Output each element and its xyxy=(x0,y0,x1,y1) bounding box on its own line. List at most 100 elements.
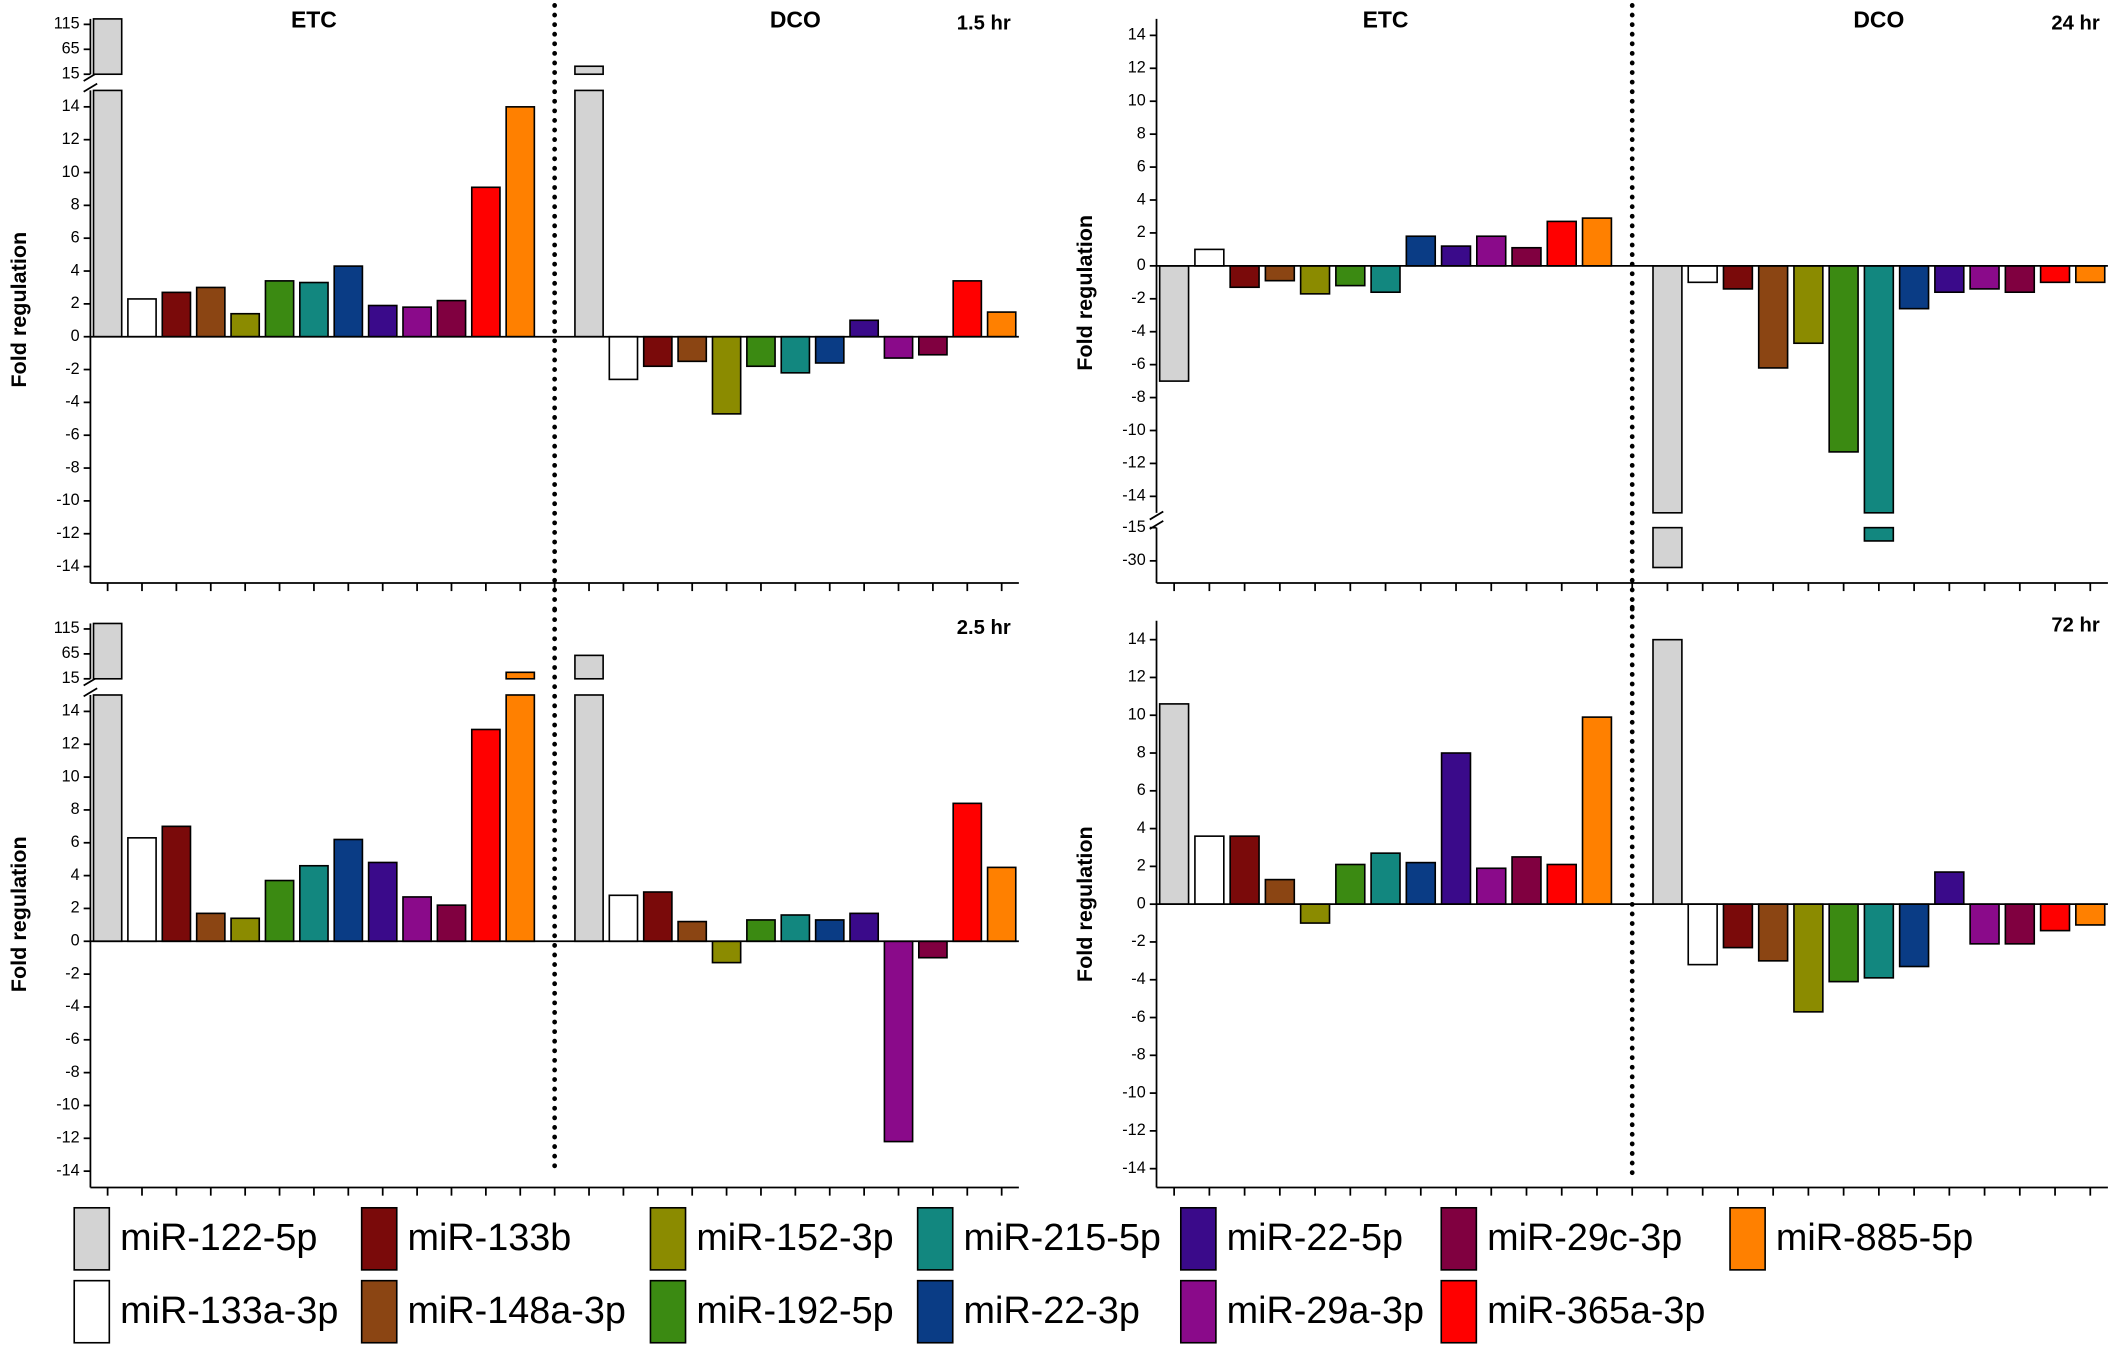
bar xyxy=(1969,265,2000,290)
axis-break xyxy=(1149,510,1164,521)
bar xyxy=(608,335,639,381)
y-tick-label: 14 xyxy=(1128,26,1146,44)
bar xyxy=(780,335,811,374)
bar xyxy=(677,920,708,943)
bar xyxy=(952,802,983,943)
y-tick-label: -2 xyxy=(65,360,79,378)
y-tick-label: 115 xyxy=(54,619,80,637)
y-tick-label: 4 xyxy=(1137,190,1146,208)
bar xyxy=(1405,861,1437,905)
y-tick-label: 10 xyxy=(1128,706,1146,724)
bar xyxy=(1158,703,1190,905)
y-tick-label: 6 xyxy=(71,833,80,851)
y-tick-label: 65 xyxy=(62,40,80,58)
bar xyxy=(195,286,226,338)
group-label: DCO xyxy=(1853,7,1904,33)
bar xyxy=(1828,903,1859,983)
bar xyxy=(2039,903,2071,932)
bar xyxy=(574,89,604,338)
bar xyxy=(1757,265,1789,369)
y-tick-label: 0 xyxy=(1137,256,1146,274)
bar xyxy=(127,837,157,943)
y-tick-label: 10 xyxy=(62,163,80,181)
bar xyxy=(1898,903,1930,968)
legend-label: miR-365a-3p xyxy=(1487,1290,1705,1332)
bar xyxy=(264,879,295,943)
bar xyxy=(1863,903,1895,979)
bar xyxy=(1299,265,1331,295)
bar xyxy=(780,914,811,943)
legend-label: miR-22-3p xyxy=(964,1290,1140,1332)
bar xyxy=(1229,835,1260,905)
y-tick-label: -15 xyxy=(1122,518,1145,536)
y-tick-label: 12 xyxy=(1128,59,1146,77)
bar xyxy=(1370,852,1401,905)
group-label: DCO xyxy=(770,7,821,33)
bar xyxy=(574,694,604,943)
bar xyxy=(1264,265,1296,282)
bar xyxy=(470,186,501,338)
legend-swatch xyxy=(916,1279,954,1344)
bar xyxy=(608,894,639,943)
y-tick-label: -2 xyxy=(65,964,79,982)
bar xyxy=(574,65,604,76)
bar xyxy=(849,319,880,338)
bar xyxy=(952,280,983,338)
y-tick-label: 8 xyxy=(1137,124,1146,142)
panel-title: 72 hr xyxy=(2051,615,2099,637)
bar xyxy=(1440,245,1472,267)
bar xyxy=(92,622,123,680)
bar xyxy=(402,306,433,338)
y-tick-label: -12 xyxy=(56,1129,79,1147)
bar xyxy=(1511,246,1542,267)
y-tick-label: -2 xyxy=(1131,932,1145,950)
bar xyxy=(1229,265,1260,289)
y-tick-label: 0 xyxy=(1137,894,1146,912)
bar xyxy=(470,728,501,943)
bar xyxy=(746,335,776,368)
bar xyxy=(402,896,433,943)
bar xyxy=(436,299,467,338)
y-tick-label: -14 xyxy=(1122,1159,1145,1177)
bar xyxy=(1194,835,1225,905)
legend-swatch xyxy=(1440,1279,1478,1344)
legend-label: miR-133a-3p xyxy=(120,1290,338,1332)
bar xyxy=(230,312,261,338)
legend-swatch xyxy=(73,1206,111,1271)
bar xyxy=(883,940,914,1143)
y-tick-label: 2 xyxy=(71,294,80,312)
y-tick-label: 8 xyxy=(71,196,80,214)
bar xyxy=(1194,248,1225,267)
bar xyxy=(1969,903,2000,945)
y-tick-label: 8 xyxy=(1137,743,1146,761)
y-tick-label: -4 xyxy=(1131,970,1145,988)
y-tick-label: 6 xyxy=(71,228,80,246)
bar xyxy=(264,280,295,338)
y-tick-label: 12 xyxy=(62,735,80,753)
legend-swatch xyxy=(1729,1206,1766,1271)
legend-swatch xyxy=(649,1279,687,1344)
bar xyxy=(1476,235,1507,267)
legend-swatch xyxy=(1179,1279,1217,1344)
y-tick-label: -14 xyxy=(56,557,79,575)
y-tick-label: 4 xyxy=(71,866,80,884)
bar xyxy=(1652,638,1683,905)
y-axis-label: Fold regulation xyxy=(1072,215,1097,371)
legend-label: miR-885-5p xyxy=(1776,1217,1973,1259)
bar xyxy=(1863,526,1895,542)
y-tick-label: -30 xyxy=(1122,551,1145,569)
legend-label: miR-122-5p xyxy=(120,1217,317,1259)
bar xyxy=(917,335,948,356)
bar xyxy=(711,940,742,964)
y-tick-label: 65 xyxy=(62,644,80,662)
y-tick-label: 0 xyxy=(71,932,80,950)
group-label: ETC xyxy=(1363,7,1409,33)
bar xyxy=(711,335,742,415)
bar xyxy=(1476,867,1507,905)
bar xyxy=(505,694,536,943)
y-tick-label: -8 xyxy=(1131,388,1145,406)
y-tick-label: 2 xyxy=(1137,223,1146,241)
legend-label: miR-215-5p xyxy=(964,1217,1161,1259)
